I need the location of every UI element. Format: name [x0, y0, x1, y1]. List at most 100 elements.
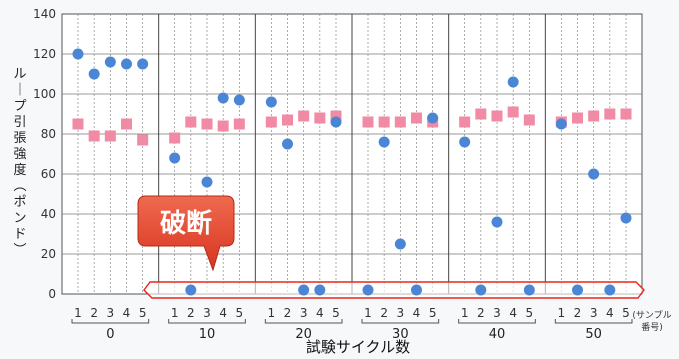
blue-circle-point [169, 152, 181, 164]
pink-square-point [604, 108, 616, 120]
sample-number-label: 2 [284, 306, 292, 320]
blue-circle-point [378, 136, 390, 148]
sample-number-label: 3 [493, 306, 501, 320]
sample-number-label: 3 [590, 306, 598, 320]
break-callout: 破断 [137, 195, 235, 272]
sample-number-label: 1 [364, 306, 372, 320]
group-bracket [554, 319, 633, 324]
sample-number-label: 4 [413, 306, 421, 320]
sample-number-label: 1 [461, 306, 469, 320]
sample-number-label: 2 [477, 306, 485, 320]
pink-square-point [330, 110, 342, 122]
sample-number-label: 5 [332, 306, 340, 320]
sample-number-label: 4 [316, 306, 324, 320]
sample-number-label: 3 [107, 306, 115, 320]
sample-number-label: 2 [90, 306, 98, 320]
sample-number-label: 5 [622, 306, 630, 320]
blue-circle-point [201, 176, 213, 188]
blue-circle-point [411, 284, 422, 296]
pink-square-point [169, 132, 181, 144]
pink-square-point [491, 110, 503, 122]
cycle-group-label: 50 [585, 327, 602, 342]
pink-square-point [121, 118, 132, 130]
sample-number-label: 2 [574, 306, 582, 320]
sample-number-label: 5 [236, 306, 244, 320]
blue-circle-point [265, 96, 277, 108]
blue-circle-point [137, 58, 149, 70]
blue-circle-point [555, 118, 567, 130]
blue-circle-point [233, 94, 245, 106]
pink-square-point [523, 114, 535, 126]
sample-number-label: 1 [74, 306, 82, 320]
sample-number-label: 1 [171, 306, 179, 320]
y-tick-label: 20 [41, 247, 56, 261]
group-bracket [361, 319, 440, 324]
group-bracket [458, 319, 536, 324]
pink-square-point [88, 130, 100, 142]
sample-number-label: 3 [397, 306, 405, 320]
pink-square-point [314, 112, 326, 124]
blue-circle-point [72, 48, 84, 60]
blue-circle-point [491, 216, 503, 228]
pink-square-point [265, 116, 277, 128]
sample-number-label: 5 [526, 306, 534, 320]
callout-bubble [137, 195, 235, 272]
y-tick-label: 40 [41, 207, 56, 221]
sample-number-label: 4 [606, 306, 614, 320]
pink-square-point [394, 116, 406, 128]
pink-square-point [475, 108, 487, 120]
blue-circle-point [427, 112, 439, 124]
sample-number-label: 3 [300, 306, 308, 320]
blue-circle-point [88, 68, 100, 80]
pink-square-point [72, 118, 84, 130]
cycle-group-label: 30 [392, 327, 409, 342]
blue-circle-point [459, 136, 471, 148]
blue-circle-point [185, 284, 197, 296]
blue-circle-point [475, 284, 487, 296]
pink-square-point [217, 120, 229, 132]
y-tick-label: 0 [48, 287, 56, 301]
sample-number-label: 1 [268, 306, 276, 320]
blue-circle-point [314, 284, 326, 296]
sample-axis-note-line1: (サンプル [632, 310, 671, 321]
pink-square-point [282, 114, 293, 126]
sample-number-label: 2 [380, 306, 388, 320]
sample-number-label: 4 [219, 306, 227, 320]
cycle-group-label: 0 [106, 327, 114, 342]
pink-square-point [104, 130, 116, 142]
sample-number-label: 1 [558, 306, 566, 320]
blue-circle-point [394, 238, 406, 250]
blue-circle-point [507, 76, 519, 88]
pink-square-point [572, 112, 583, 124]
blue-circle-point [330, 116, 342, 128]
data-points [72, 48, 632, 296]
x-axis-label: 試験サイクル数 [306, 338, 410, 356]
cycle-group-label: 10 [199, 327, 216, 342]
pink-square-point [201, 118, 213, 130]
y-tick-label: 60 [41, 167, 56, 181]
pink-square-point [298, 110, 310, 122]
callout-label: 破断 [160, 208, 212, 239]
group-bracket [168, 319, 246, 324]
break-band-outline [143, 281, 645, 299]
cycle-group-label: 20 [295, 327, 312, 342]
blue-circle-point [362, 284, 374, 296]
y-tick-label: 140 [33, 7, 56, 21]
blue-circle-point [104, 56, 116, 68]
pink-square-point [233, 118, 245, 130]
blue-circle-point [588, 168, 600, 180]
sample-number-label: 2 [187, 306, 195, 320]
y-tick-label: 80 [41, 127, 56, 141]
blue-circle-point [523, 284, 535, 296]
y-tick-label: 100 [33, 87, 56, 101]
sample-number-label: 5 [139, 306, 147, 320]
sample-number-label: 5 [429, 306, 437, 320]
blue-circle-point [121, 58, 132, 70]
blue-circle-point [620, 212, 632, 224]
sample-axis-note-line2: 番号) [641, 321, 663, 333]
pink-square-point [137, 134, 149, 146]
blue-circle-point [604, 284, 616, 296]
sample-number-label: 3 [203, 306, 211, 320]
